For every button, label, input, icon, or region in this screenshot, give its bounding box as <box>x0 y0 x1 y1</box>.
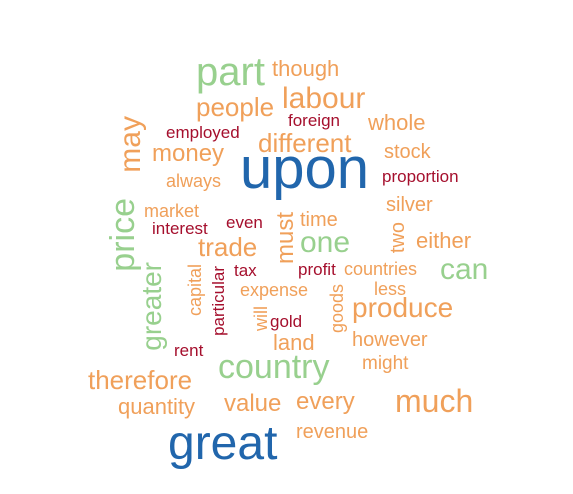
word-trade: trade <box>198 232 258 262</box>
word-value: value <box>224 390 282 417</box>
word-quantity: quantity <box>118 394 196 419</box>
word-less: less <box>374 279 407 299</box>
word-country: country <box>218 348 330 386</box>
word-upon: upon <box>240 136 370 201</box>
word-two: two <box>387 222 409 254</box>
word-land: land <box>273 330 315 355</box>
word-rent: rent <box>174 341 204 360</box>
word-may: may <box>114 116 147 173</box>
word-different: different <box>258 128 352 158</box>
word-people: people <box>196 92 275 122</box>
word-every: every <box>296 388 355 415</box>
word-though: though <box>272 56 340 81</box>
word-will: will <box>251 306 271 331</box>
word-particular: particular <box>209 266 228 336</box>
word-produce: produce <box>352 292 454 323</box>
word-price: price <box>104 198 142 272</box>
word-always: always <box>166 171 222 191</box>
word-countries: countries <box>344 259 418 279</box>
word-greater: greater <box>136 262 167 351</box>
word-great: great <box>168 417 278 470</box>
word-gold: gold <box>270 312 303 331</box>
word-might: might <box>362 353 409 374</box>
word-capital: capital <box>185 264 205 317</box>
word-market: market <box>144 201 200 221</box>
word-silver: silver <box>386 194 433 216</box>
word-employed: employed <box>166 123 240 142</box>
word-money: money <box>152 140 225 167</box>
word-tax: tax <box>234 261 257 280</box>
word-can: can <box>440 253 489 286</box>
word-stock: stock <box>384 141 431 163</box>
word-must: must <box>272 212 299 265</box>
word-even: even <box>226 213 263 232</box>
word-expense: expense <box>240 280 309 300</box>
word-one: one <box>300 226 351 259</box>
word-proportion: proportion <box>382 167 459 186</box>
word-foreign: foreign <box>288 111 340 130</box>
word-time: time <box>300 209 338 231</box>
word-either: either <box>416 228 472 253</box>
word-profit: profit <box>298 260 336 279</box>
word-therefore: therefore <box>88 365 193 395</box>
word-goods: goods <box>327 284 347 334</box>
word-whole: whole <box>368 110 426 135</box>
word-revenue: revenue <box>296 421 369 443</box>
word-much: much <box>395 383 474 419</box>
word-part: part <box>196 50 265 94</box>
word-labour: labour <box>282 82 366 115</box>
word-however: however <box>352 329 428 351</box>
word-interest: interest <box>152 219 208 238</box>
